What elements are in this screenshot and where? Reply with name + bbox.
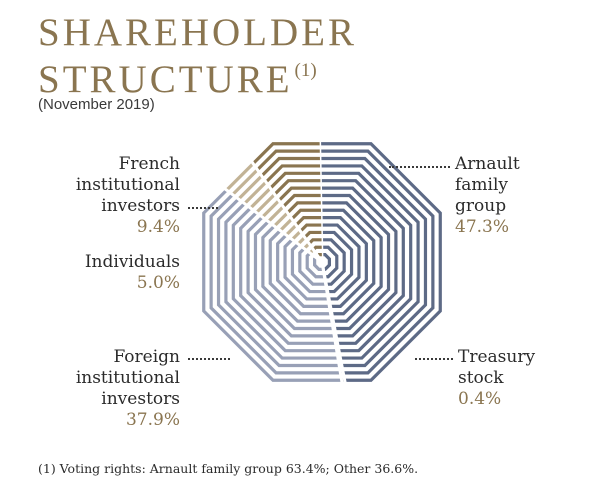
title-line-2: STRUCTURE (1) xyxy=(38,52,357,99)
slice-separator xyxy=(214,180,323,264)
title-line-1: SHAREHOLDER xyxy=(38,11,358,54)
label-french: French institutional investors 9.4% xyxy=(76,154,180,238)
label-french-pct: 9.4% xyxy=(136,217,180,237)
leader-arnault xyxy=(389,166,450,168)
leader-french xyxy=(188,207,218,209)
label-treasury-pct: 0.4% xyxy=(458,389,502,409)
label-foreign: Foreign institutional investors 37.9% xyxy=(76,347,180,431)
label-french-line-3: investors xyxy=(101,196,180,216)
slice-separator xyxy=(320,261,346,395)
label-arnault: Arnault family group 47.3% xyxy=(455,154,520,238)
label-foreign-line-3: investors xyxy=(101,389,180,409)
slice-foreign-ring xyxy=(246,186,364,338)
title-line-2-text: STRUCTURE xyxy=(38,58,293,101)
label-arnault-pct: 47.3% xyxy=(455,217,510,237)
slice-foreign-ring xyxy=(239,179,364,345)
label-foreign-line-1: Foreign xyxy=(113,347,180,367)
slice-foreign-ring xyxy=(209,149,364,375)
label-individuals-line-1: Individuals xyxy=(84,252,180,272)
chart-subtitle: (November 2019) xyxy=(38,96,155,113)
slice-foreign-ring xyxy=(202,142,364,382)
slice-foreign-ring xyxy=(231,171,364,353)
leader-treasury xyxy=(415,358,453,360)
label-arnault-line-1: Arnault xyxy=(455,154,520,174)
label-individuals-pct: 5.0% xyxy=(136,273,180,293)
label-arnault-line-3: group xyxy=(455,196,507,216)
label-treasury-line-2: stock xyxy=(458,368,504,388)
footnote-marker: (1) xyxy=(294,60,317,81)
leader-foreign xyxy=(188,358,230,360)
label-french-line-2: institutional xyxy=(75,175,180,195)
label-treasury-line-1: Treasury xyxy=(458,347,536,367)
label-foreign-line-2: institutional xyxy=(75,368,180,388)
label-french-line-1: French xyxy=(118,154,180,174)
slice-separator xyxy=(243,151,324,263)
slice-foreign-ring xyxy=(261,201,364,323)
footnote: (1) Voting rights: Arnault family group … xyxy=(38,461,419,476)
slice-foreign-ring xyxy=(253,193,364,331)
chart-title: SHAREHOLDER STRUCTURE (1) xyxy=(38,11,358,99)
label-arnault-line-2: family xyxy=(455,175,509,195)
label-individuals: Individuals 5.0% xyxy=(85,252,180,294)
slice-foreign-ring xyxy=(224,164,364,360)
label-treasury: Treasury stock 0.4% xyxy=(458,347,535,410)
label-foreign-pct: 37.9% xyxy=(125,410,180,430)
slice-foreign-ring xyxy=(216,156,364,368)
